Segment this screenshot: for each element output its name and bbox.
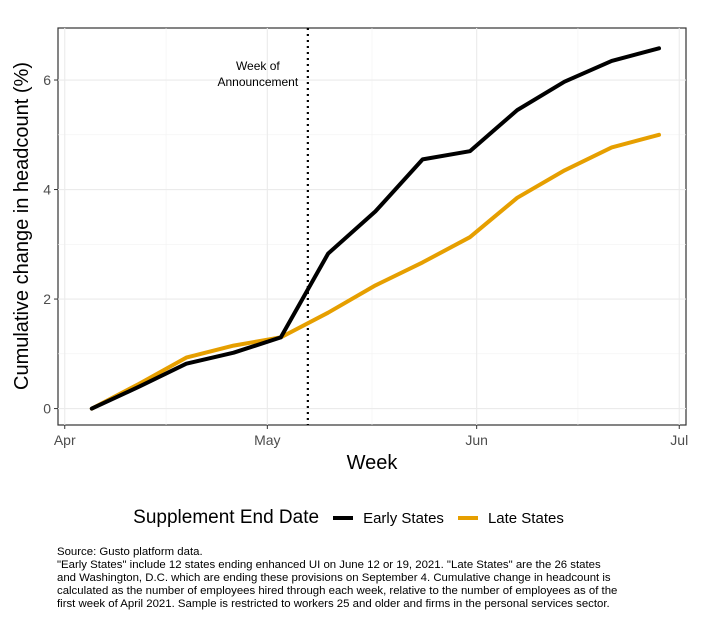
legend-swatch-late-states [457,516,478,520]
announcement-label: Announcement [217,75,298,89]
chart-caption: Source: Gusto platform data. "Early Stat… [57,546,697,611]
legend-title: Supplement End Date [133,507,320,528]
legend: Supplement End Date Early States Late St… [0,505,711,531]
caption-line: Source: Gusto platform data. [57,546,203,558]
x-tick-label: Jun [465,432,488,448]
y-tick-label: 0 [43,401,51,417]
caption-line: calculated as the number of employees hi… [57,585,618,597]
caption-line: "Early States" include 12 states ending … [57,559,601,571]
y-axis-title: Cumulative change in headcount (%) [11,62,33,390]
series-lines [89,46,661,411]
legend-item-early-states: Early States [333,510,444,527]
legend-item-late-states: Late States [457,509,564,527]
announcement-annotation: Week of Announcement [217,28,309,425]
y-tick-label: 4 [43,182,51,198]
announcement-label: Week of [236,59,280,73]
series-line-late-states [89,132,661,411]
axis-ticks: 0 2 4 6 Apr May Jun Jul [43,72,688,448]
grid-lines [58,28,686,425]
caption-line: and Washington, D.C. which are ending th… [57,572,611,584]
x-axis-title: Week [347,452,399,474]
x-tick-label: Apr [54,432,76,448]
caption-line: first week of April 2021. Sample is rest… [57,598,610,610]
series-line-early-states [89,46,661,411]
legend-label-early-states: Early States [363,509,444,527]
x-tick-label: May [254,432,280,448]
y-tick-label: 6 [43,72,51,88]
legend-label-late-states: Late States [487,509,564,527]
y-tick-label: 2 [43,291,51,307]
x-tick-label: Jul [670,432,688,448]
legend-swatch-early-states [333,516,354,520]
